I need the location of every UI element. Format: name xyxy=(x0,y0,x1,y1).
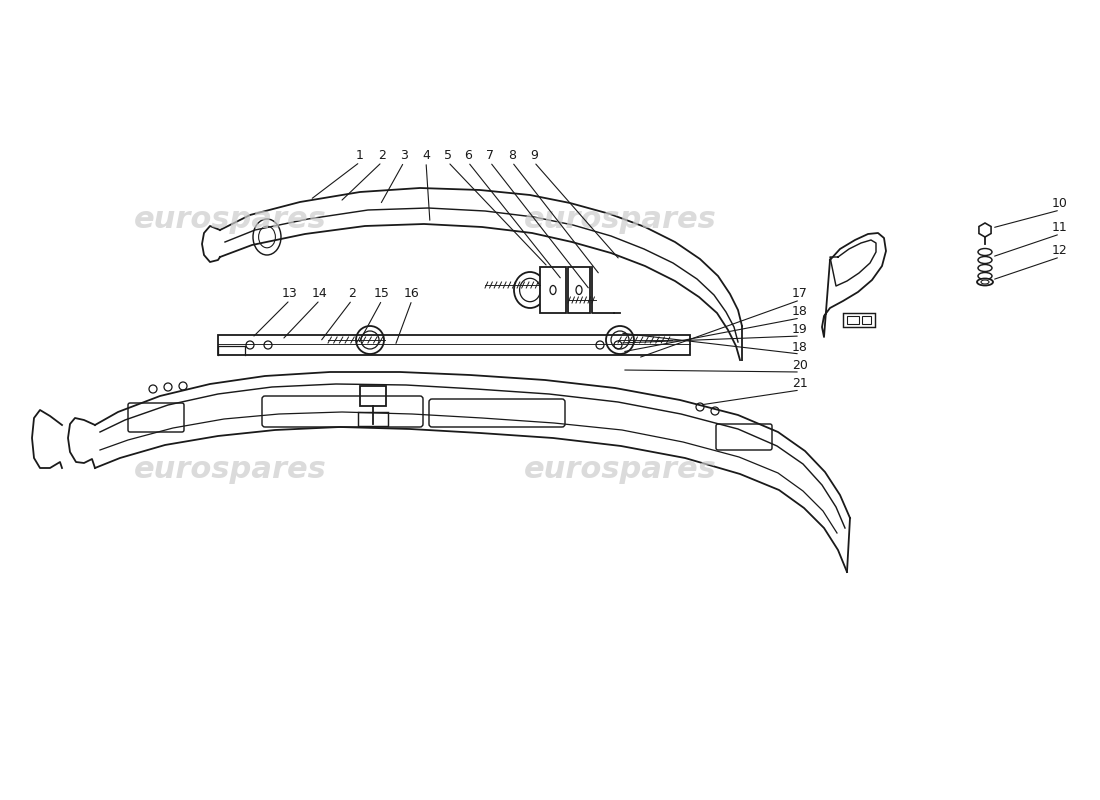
Text: 6: 6 xyxy=(464,149,472,162)
Text: 2: 2 xyxy=(348,287,356,300)
Text: 8: 8 xyxy=(508,149,516,162)
Text: 19: 19 xyxy=(792,323,807,336)
Text: 13: 13 xyxy=(282,287,298,300)
Text: 9: 9 xyxy=(530,149,538,162)
Text: 17: 17 xyxy=(792,287,807,300)
Text: 18: 18 xyxy=(792,341,807,354)
Text: 7: 7 xyxy=(486,149,494,162)
Text: 20: 20 xyxy=(792,359,807,372)
Text: 21: 21 xyxy=(792,377,807,390)
Text: eurospares: eurospares xyxy=(133,455,327,485)
Text: 16: 16 xyxy=(404,287,420,300)
Text: 11: 11 xyxy=(1052,221,1068,234)
Text: eurospares: eurospares xyxy=(524,455,716,485)
Ellipse shape xyxy=(977,278,993,286)
Text: 4: 4 xyxy=(422,149,430,162)
Text: 12: 12 xyxy=(1052,244,1068,257)
Text: 3: 3 xyxy=(400,149,408,162)
Text: eurospares: eurospares xyxy=(524,206,716,234)
FancyBboxPatch shape xyxy=(568,267,590,313)
Text: 14: 14 xyxy=(312,287,328,300)
Text: 5: 5 xyxy=(444,149,452,162)
Text: 2: 2 xyxy=(378,149,386,162)
Text: eurospares: eurospares xyxy=(133,206,327,234)
Text: 18: 18 xyxy=(792,305,807,318)
FancyBboxPatch shape xyxy=(540,267,566,313)
Text: 1: 1 xyxy=(356,149,364,162)
Text: 15: 15 xyxy=(374,287,389,300)
Text: 10: 10 xyxy=(1052,197,1068,210)
